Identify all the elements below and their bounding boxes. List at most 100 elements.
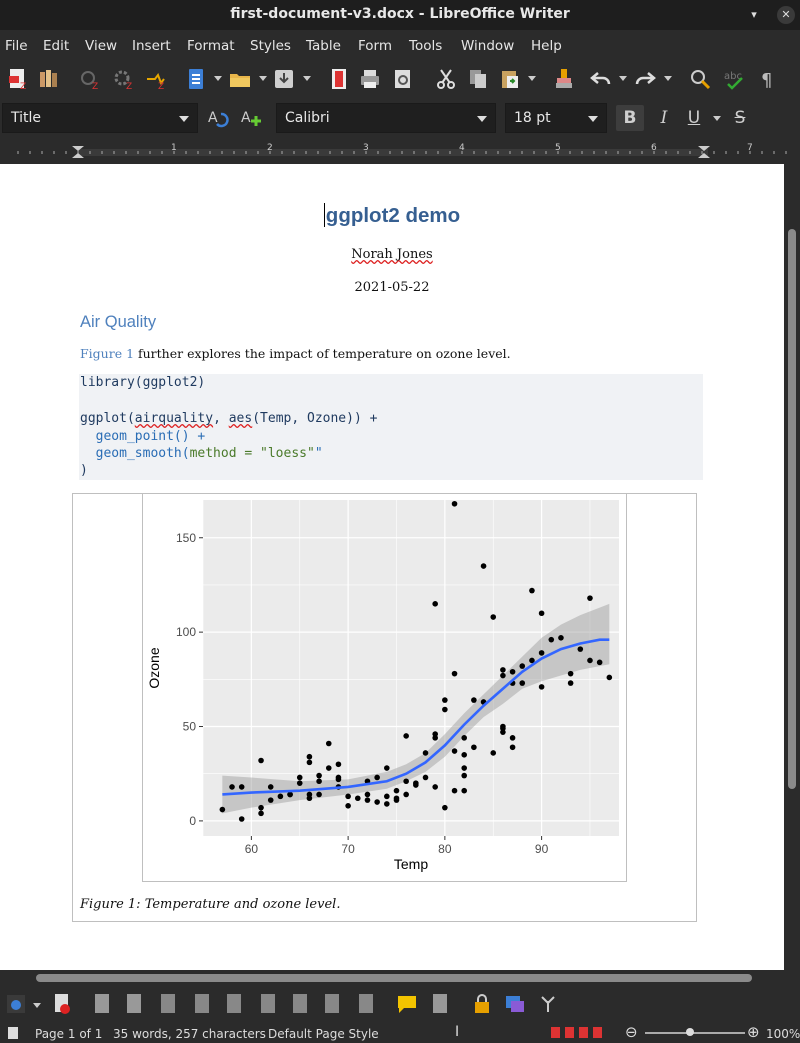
figure-caption[interactable]: Figure 1: Temperature and ozone level. bbox=[80, 897, 341, 912]
view-icon[interactable] bbox=[579, 1027, 588, 1038]
menu-help[interactable]: Help bbox=[531, 38, 562, 54]
redo-dropdown[interactable] bbox=[664, 76, 672, 81]
chevron-down-icon[interactable] bbox=[588, 116, 598, 122]
undo-dropdown[interactable] bbox=[619, 76, 627, 81]
chevron-down-icon[interactable] bbox=[477, 116, 487, 122]
zoom-in-icon[interactable]: ⊕ bbox=[747, 1023, 760, 1041]
paste-dropdown[interactable] bbox=[528, 76, 536, 81]
font-size-combo[interactable]: 18 pt bbox=[505, 103, 607, 133]
horizontal-ruler[interactable]: 1 2 3 4 5 6 7 bbox=[0, 140, 800, 162]
update-style-icon[interactable]: A bbox=[207, 106, 231, 130]
data-point bbox=[519, 663, 526, 669]
scrollbar-thumb[interactable] bbox=[36, 974, 752, 982]
data-point bbox=[258, 810, 264, 817]
save-dropdown[interactable] bbox=[303, 76, 311, 81]
chevron-down-icon[interactable] bbox=[179, 116, 189, 122]
zoom-out-icon[interactable]: ⊖ bbox=[625, 1023, 638, 1041]
paste-icon[interactable] bbox=[498, 67, 522, 91]
underline-dropdown[interactable] bbox=[713, 116, 721, 121]
reject-change-icon[interactable] bbox=[190, 992, 214, 1016]
new-document-icon[interactable] bbox=[184, 67, 208, 91]
strikethrough-button[interactable]: S bbox=[734, 108, 746, 128]
document-date[interactable]: 2021-05-22 bbox=[354, 280, 430, 295]
zoom-slider-handle[interactable] bbox=[686, 1028, 694, 1036]
menu-format[interactable]: Format bbox=[187, 38, 235, 54]
find-replace-icon[interactable] bbox=[688, 67, 712, 91]
zoom-slider[interactable] bbox=[645, 1032, 745, 1034]
view-icon[interactable] bbox=[551, 1027, 560, 1038]
spelling-icon[interactable]: Z bbox=[78, 67, 102, 91]
minimize-icon[interactable]: ▾ bbox=[751, 8, 757, 21]
menu-file[interactable]: File bbox=[5, 38, 28, 54]
merge-document-icon[interactable] bbox=[354, 992, 378, 1016]
document-author[interactable]: Norah Jones bbox=[0, 247, 784, 262]
lock-icon[interactable] bbox=[470, 992, 494, 1016]
redo-icon[interactable] bbox=[633, 67, 657, 91]
export-epub-icon[interactable] bbox=[36, 67, 60, 91]
insert-comment-icon[interactable] bbox=[395, 992, 419, 1016]
close-icon[interactable]: ✕ bbox=[777, 6, 795, 24]
settings-icon[interactable]: Z bbox=[112, 67, 136, 91]
figure-reference-link[interactable]: Figure 1 bbox=[80, 346, 135, 361]
menu-form[interactable]: Form bbox=[358, 38, 393, 54]
new-document-dropdown[interactable] bbox=[214, 76, 222, 81]
paragraph-style-combo[interactable]: Title bbox=[2, 103, 198, 133]
record-changes-icon[interactable] bbox=[50, 992, 74, 1016]
protect-changes-icon[interactable] bbox=[503, 992, 527, 1016]
save-icon[interactable] bbox=[272, 67, 296, 91]
manage-changes-icon[interactable] bbox=[288, 992, 312, 1016]
formatting-marks-icon[interactable]: ¶ bbox=[756, 67, 780, 91]
view-icon[interactable] bbox=[593, 1027, 602, 1038]
menu-window[interactable]: Window bbox=[461, 38, 515, 54]
spellcheck-icon[interactable]: abc bbox=[722, 67, 746, 91]
horizontal-scrollbar[interactable] bbox=[0, 970, 800, 986]
scrollbar-thumb[interactable] bbox=[788, 229, 796, 789]
open-dropdown[interactable] bbox=[259, 76, 267, 81]
export-as-pdf-icon[interactable] bbox=[327, 67, 351, 91]
print-preview-icon[interactable] bbox=[391, 67, 415, 91]
word-count[interactable]: 35 words, 257 characters bbox=[113, 1027, 266, 1041]
export-pdf-icon[interactable]: Z bbox=[6, 67, 30, 91]
track-changes-icon[interactable] bbox=[4, 992, 28, 1016]
track-dropdown[interactable] bbox=[33, 1003, 41, 1008]
new-style-icon[interactable]: A bbox=[240, 106, 264, 130]
next-change-icon[interactable] bbox=[122, 992, 146, 1016]
view-icon[interactable] bbox=[565, 1027, 574, 1038]
insert-note-icon[interactable] bbox=[428, 992, 452, 1016]
menu-edit[interactable]: Edit bbox=[43, 38, 70, 54]
page-count[interactable]: Page 1 of 1 bbox=[35, 1027, 103, 1041]
data-point bbox=[500, 667, 506, 673]
document-title[interactable]: ggplot2 demo bbox=[0, 203, 784, 228]
previous-change-icon[interactable] bbox=[90, 992, 114, 1016]
zoom-level[interactable]: 100% bbox=[766, 1027, 800, 1041]
clone-formatting-icon[interactable] bbox=[552, 67, 576, 91]
compare-document-icon[interactable] bbox=[320, 992, 344, 1016]
print-icon[interactable] bbox=[358, 67, 382, 91]
data-point bbox=[258, 757, 264, 764]
vertical-scrollbar[interactable] bbox=[784, 164, 800, 970]
accept-change-icon[interactable] bbox=[156, 992, 180, 1016]
menu-insert[interactable]: Insert bbox=[132, 38, 171, 54]
figure-image[interactable]: 60 70 80 90 0 50 100 150 Temp Ozone bbox=[142, 493, 627, 882]
body-paragraph[interactable]: Figure 1 further explores the impact of … bbox=[80, 346, 511, 361]
accept-all-icon[interactable] bbox=[222, 992, 246, 1016]
heading-air-quality[interactable]: Air Quality bbox=[80, 313, 157, 331]
merge-arrows-icon[interactable] bbox=[536, 992, 560, 1016]
font-name-combo[interactable]: Calibri bbox=[276, 103, 496, 133]
open-folder-icon[interactable] bbox=[228, 67, 252, 91]
italic-button[interactable]: I bbox=[660, 108, 668, 128]
menu-styles[interactable]: Styles bbox=[250, 38, 291, 54]
menu-bar: File Edit View Insert Format Styles Tabl… bbox=[0, 34, 800, 58]
page-style[interactable]: Default Page Style bbox=[268, 1027, 379, 1041]
reject-all-icon[interactable] bbox=[256, 992, 280, 1016]
undo-icon[interactable] bbox=[589, 67, 613, 91]
code-block[interactable]: library(ggplot2) ggplot(airquality, aes(… bbox=[79, 374, 703, 480]
menu-view[interactable]: View bbox=[85, 38, 118, 54]
menu-tools[interactable]: Tools bbox=[409, 38, 443, 54]
bold-button[interactable]: B bbox=[616, 105, 644, 131]
cut-icon[interactable] bbox=[434, 67, 458, 91]
underline-button[interactable]: U bbox=[687, 108, 701, 128]
copy-icon[interactable] bbox=[466, 67, 490, 91]
menu-table[interactable]: Table bbox=[306, 38, 341, 54]
macro-icon[interactable]: Z bbox=[144, 67, 168, 91]
